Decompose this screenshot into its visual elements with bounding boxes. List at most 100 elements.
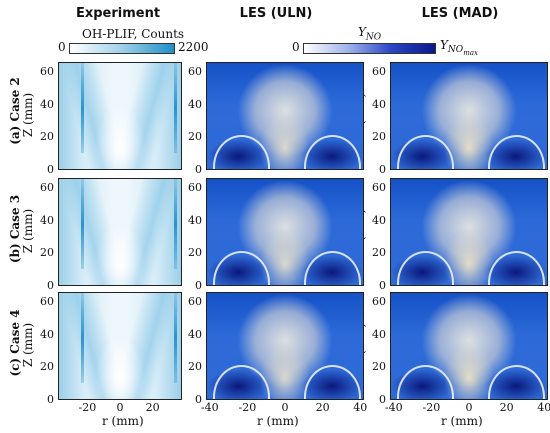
experiment-streak [80, 63, 84, 154]
jet-arc [213, 135, 271, 169]
jet-arc [487, 135, 545, 169]
z-tick-label: 0 [195, 393, 202, 406]
z-tick-label: 0 [47, 163, 54, 176]
z-tick-label: 0 [47, 279, 54, 292]
z-tick-label: 40 [40, 213, 54, 227]
z-tick-label: 20 [188, 360, 202, 374]
z-tick-label: 0 [195, 163, 202, 176]
x-tick-label: 20 [499, 401, 514, 414]
experiment-streak [173, 293, 177, 384]
field-panel-mad-case-3 [390, 178, 548, 286]
yno-label-sub: NO [365, 32, 382, 43]
jet-arc [397, 365, 455, 399]
field-panel-mad-case-2 [390, 62, 548, 170]
z-tick-label: 40 [188, 97, 202, 111]
experiment-streak [173, 63, 177, 154]
x-tick-label: -20 [238, 401, 257, 414]
column-title-les-uln: LES (ULN) [239, 6, 313, 21]
yno-max-main: Y [440, 38, 448, 52]
z-tick-label: 20 [40, 130, 54, 144]
x-tick-label: 20 [145, 401, 160, 414]
column-title-experiment: Experiment [75, 6, 161, 21]
z-tick-label: 0 [47, 393, 54, 406]
z-tick-label: 0 [379, 279, 386, 292]
z-tick-label: 60 [188, 64, 202, 78]
z-tick-label: 20 [372, 130, 386, 144]
z-tick-label: 20 [372, 360, 386, 374]
field-panel-uln-case-2 [206, 62, 364, 170]
z-axis-label: Z (mm) [21, 208, 35, 254]
yno-max-sub: NO [447, 45, 464, 56]
colorbar-min-ohplif: 0 [58, 40, 66, 54]
colorbar-ohplif [69, 43, 175, 54]
colorbar-max-ohplif: 2200 [178, 40, 209, 54]
yno-label-main: Y [358, 25, 366, 39]
z-tick-label: 60 [372, 64, 386, 78]
jet-arc [213, 365, 271, 399]
colorbar-max-yno: YNOmax [440, 38, 478, 57]
x-tick-label: -40 [200, 401, 219, 414]
field-panel-exp-case-3 [58, 178, 182, 286]
z-tick-label: 0 [379, 163, 386, 176]
field-panel-uln-case-4 [206, 292, 364, 400]
z-tick-label: 60 [188, 180, 202, 194]
x-tick-label: 40 [353, 401, 368, 414]
jet-arc [303, 135, 361, 169]
x-tick-label: 20 [315, 401, 330, 414]
x-tick-label: 0 [281, 401, 289, 414]
x-tick-label: 0 [116, 401, 124, 414]
row-label-case-2: (a) Case 2 [8, 77, 22, 145]
z-tick-label: 20 [188, 246, 202, 260]
z-tick-label: 40 [188, 213, 202, 227]
field-panel-exp-case-4 [58, 292, 182, 400]
x-tick-label: 0 [465, 401, 473, 414]
colorbar-yno [303, 43, 436, 54]
z-tick-label: 20 [40, 360, 54, 374]
colorbar-min-yno: 0 [292, 40, 300, 54]
z-tick-label: 40 [40, 327, 54, 341]
jet-arc [487, 365, 545, 399]
z-tick-label: 0 [195, 279, 202, 292]
jet-arc [303, 251, 361, 285]
z-axis-label: Z (mm) [21, 322, 35, 368]
z-tick-label: 0 [379, 393, 386, 406]
x-tick-label: -40 [384, 401, 403, 414]
z-tick-label: 60 [188, 294, 202, 308]
x-tick-label: -20 [422, 401, 441, 414]
z-tick-label: 40 [188, 327, 202, 341]
z-tick-label: 20 [40, 246, 54, 260]
z-tick-label: 40 [372, 327, 386, 341]
z-tick-label: 40 [40, 97, 54, 111]
z-tick-label: 60 [372, 294, 386, 308]
jet-arc [397, 135, 455, 169]
z-axis-label: Z (mm) [21, 92, 35, 138]
column-title-les-mad: LES (MAD) [421, 6, 499, 21]
field-panel-uln-case-3 [206, 178, 364, 286]
experiment-streak [173, 179, 177, 270]
xlabel-les-uln: r (mm) [257, 414, 299, 428]
z-tick-label: 20 [188, 130, 202, 144]
z-tick-label: 60 [40, 294, 54, 308]
row-label-case-4: (c) Case 4 [8, 309, 22, 377]
z-tick-label: 60 [372, 180, 386, 194]
z-tick-label: 20 [372, 246, 386, 260]
jet-arc [303, 365, 361, 399]
jet-arc [397, 251, 455, 285]
xlabel-experiment: r (mm) [102, 414, 144, 428]
jet-arc [487, 251, 545, 285]
field-panel-mad-case-4 [390, 292, 548, 400]
xlabel-les-mad: r (mm) [441, 414, 483, 428]
experiment-streak [80, 179, 84, 270]
field-panel-exp-case-2 [58, 62, 182, 170]
jet-arc [213, 251, 271, 285]
experiment-streak [80, 293, 84, 384]
x-tick-label: -20 [78, 401, 97, 414]
z-tick-label: 60 [40, 180, 54, 194]
colorbar-label-yno: YNO [358, 25, 381, 42]
z-tick-label: 40 [372, 97, 386, 111]
x-tick-label: 40 [537, 401, 550, 414]
colorbar-label-ohplif: OH-PLIF, Counts [82, 27, 185, 41]
row-label-case-3: (b) Case 3 [8, 194, 22, 264]
yno-max-subsub: max [463, 49, 478, 58]
z-tick-label: 60 [40, 64, 54, 78]
